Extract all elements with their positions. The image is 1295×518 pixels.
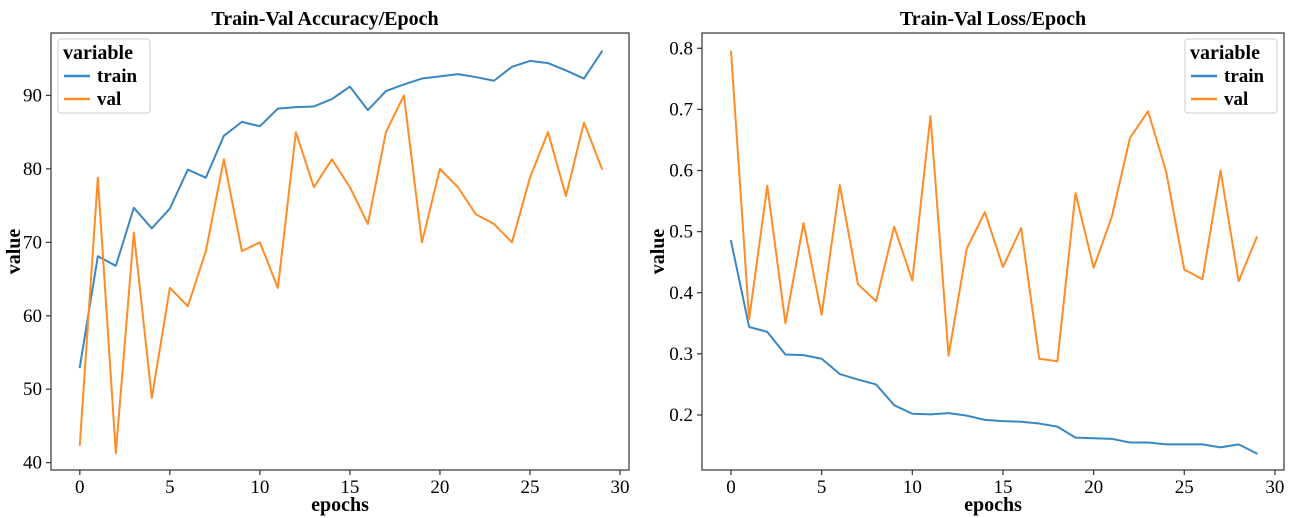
y-axis-label: value <box>3 229 25 275</box>
x-tick-label: 15 <box>993 477 1012 498</box>
legend-box <box>1184 38 1278 114</box>
x-tick-label: 5 <box>817 477 827 498</box>
y-tick-label: 0.4 <box>669 283 693 304</box>
x-tick-label: 30 <box>610 477 629 498</box>
y-tick-label: 0.2 <box>669 405 693 426</box>
y-tick-label: 40 <box>23 453 42 474</box>
x-tick-label: 20 <box>1084 477 1103 498</box>
series-line-train <box>730 239 1258 455</box>
x-tick-label: 10 <box>250 477 269 498</box>
series-line-train <box>78 50 603 369</box>
chart-2: Train-Val Loss/Epoch 0 5 10 15 20 25 30 0.2 0.3 0.… <box>647 8 1285 516</box>
y-tick-label: 0.7 <box>669 99 693 120</box>
plot-frame <box>701 32 1285 471</box>
y-tick-label: 0.3 <box>669 344 693 365</box>
y-tick-label: 0.6 <box>669 161 693 182</box>
y-axis-label: value <box>647 229 669 275</box>
x-tick-label: 30 <box>1265 477 1284 498</box>
legend-label-val: val <box>1224 89 1248 110</box>
x-tick-label: 10 <box>903 477 922 498</box>
x-tick-label: 20 <box>430 477 449 498</box>
legend-title: variable <box>63 42 133 64</box>
series-line-val <box>78 94 603 455</box>
x-axis-label: epochs <box>964 494 1022 516</box>
y-tick-label: 0.5 <box>669 222 693 243</box>
x-tick-label: 5 <box>165 477 175 498</box>
legend-title: variable <box>1190 42 1260 64</box>
x-tick-label: 0 <box>75 477 85 498</box>
x-tick-label: 25 <box>520 477 539 498</box>
legend-label-train: train <box>97 66 138 87</box>
x-axis-label: epochs <box>311 494 369 516</box>
plot-frame <box>50 32 630 471</box>
y-tick-label: 50 <box>23 379 42 400</box>
x-tick-label: 0 <box>726 477 736 498</box>
chart-1: Train-Val Accuracy/Epoch 0 5 10 15 20 25 30 40 50… <box>3 8 630 516</box>
x-tick-label: 15 <box>340 477 359 498</box>
chart-title: Train-Val Loss/Epoch <box>900 8 1086 30</box>
series-line-val <box>730 50 1258 363</box>
chart-title: Train-Val Accuracy/Epoch <box>211 8 438 30</box>
y-tick-label: 90 <box>23 85 42 106</box>
legend-label-train: train <box>1224 66 1265 87</box>
y-tick-label: 0.8 <box>669 38 693 59</box>
legend-box <box>57 38 151 114</box>
legend-label-val: val <box>97 89 121 110</box>
y-tick-label: 60 <box>23 306 42 327</box>
y-tick-label: 80 <box>23 159 42 180</box>
x-tick-label: 25 <box>1175 477 1194 498</box>
y-tick-label: 70 <box>23 232 42 253</box>
